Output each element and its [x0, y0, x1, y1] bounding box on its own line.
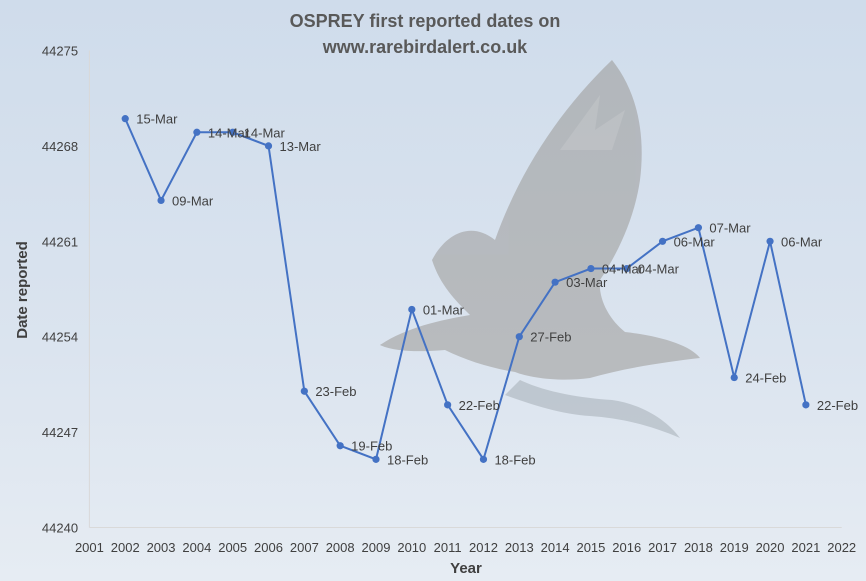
data-point — [694, 224, 703, 232]
x-tick-label: 2021 — [791, 540, 820, 555]
data-label: 06-Mar — [781, 234, 823, 249]
data-labels: 15-Mar09-Mar14-Mar14-Mar13-Mar23-Feb19-F… — [136, 112, 858, 468]
y-tick-label: 44275 — [42, 44, 78, 59]
data-label: 04-Mar — [602, 262, 644, 277]
data-label: 06-Mar — [674, 234, 716, 249]
data-point — [229, 128, 237, 136]
data-point — [658, 237, 667, 245]
data-point — [802, 401, 810, 409]
data-point — [730, 373, 738, 382]
y-tick-label: 44254 — [42, 330, 78, 345]
x-tick-label: 2002 — [111, 540, 140, 555]
x-tick-label: 2015 — [576, 540, 605, 555]
data-point — [515, 333, 523, 341]
data-point — [623, 264, 631, 273]
x-tick-label: 2011 — [434, 540, 462, 555]
data-label: 09-Mar — [172, 193, 214, 208]
data-point — [444, 401, 452, 409]
y-tick-label: 44247 — [42, 425, 78, 440]
data-point — [193, 128, 201, 136]
y-axis-title: Date reported — [14, 241, 31, 339]
data-label: 01-Mar — [423, 302, 465, 317]
data-point — [587, 264, 595, 273]
x-tick-label: 2008 — [326, 540, 355, 555]
data-point — [264, 142, 273, 150]
y-tick-label: 44261 — [42, 234, 78, 249]
data-label: 19-Feb — [351, 439, 392, 454]
data-label: 22-Feb — [817, 398, 858, 413]
x-tick-label: 2018 — [684, 540, 713, 555]
data-point — [157, 196, 165, 205]
data-label: 18-Feb — [387, 452, 428, 467]
y-tick-label: 44268 — [42, 139, 78, 154]
data-label: 03-Mar — [566, 275, 608, 290]
y-axis-ticks: 44240 44247 44254 44261 44268 44275 — [42, 44, 78, 536]
x-axis-title: Year — [450, 560, 482, 577]
x-tick-label: 2020 — [756, 540, 785, 555]
x-tick-label: 2022 — [827, 540, 856, 555]
data-label: 27-Feb — [530, 330, 571, 345]
series-line — [124, 118, 807, 462]
x-tick-label: 2016 — [612, 540, 641, 555]
data-point — [121, 115, 129, 123]
x-tick-label: 2013 — [505, 540, 534, 555]
data-label: 23-Feb — [315, 384, 356, 399]
x-tick-label: 2007 — [290, 540, 319, 555]
data-point — [408, 305, 416, 314]
data-label: 24-Feb — [745, 371, 786, 386]
data-label: 14-Mar — [208, 125, 250, 140]
data-point — [336, 442, 344, 450]
x-tick-label: 2009 — [362, 540, 391, 555]
osprey-background-image — [380, 60, 700, 438]
series-markers — [121, 115, 810, 463]
data-point — [766, 237, 774, 245]
data-label: 04-Mar — [638, 262, 680, 277]
x-tick-label: 2012 — [469, 540, 498, 555]
x-tick-label: 2019 — [720, 540, 749, 555]
data-label: 13-Mar — [280, 139, 322, 154]
data-label: 14-Mar — [244, 125, 286, 140]
data-label: 07-Mar — [709, 221, 751, 236]
y-tick-label: 44240 — [42, 521, 78, 536]
data-label: 18-Feb — [494, 452, 535, 467]
data-point — [551, 278, 559, 286]
x-tick-label: 2006 — [254, 540, 283, 555]
data-label: 22-Feb — [459, 398, 500, 413]
chart-title-line2: www.rarebirdalert.co.uk — [322, 37, 528, 57]
x-axis-ticks: 2001 2002 2003 2004 2005 2006 2007 2008 2009 2010… — [75, 540, 856, 555]
x-tick-label: 2001 — [75, 540, 104, 555]
data-label: 15-Mar — [136, 112, 178, 127]
x-tick-label: 2017 — [648, 540, 677, 555]
chart-title-line1: OSPREY first reported dates on — [290, 11, 561, 31]
data-point — [372, 455, 380, 463]
x-tick-label: 2004 — [182, 540, 211, 555]
x-tick-label: 2010 — [397, 540, 426, 555]
data-point — [479, 455, 488, 463]
data-point — [300, 387, 308, 395]
x-tick-label: 2014 — [541, 540, 570, 555]
x-tick-label: 2005 — [218, 540, 247, 555]
x-tick-label: 2003 — [147, 540, 176, 555]
